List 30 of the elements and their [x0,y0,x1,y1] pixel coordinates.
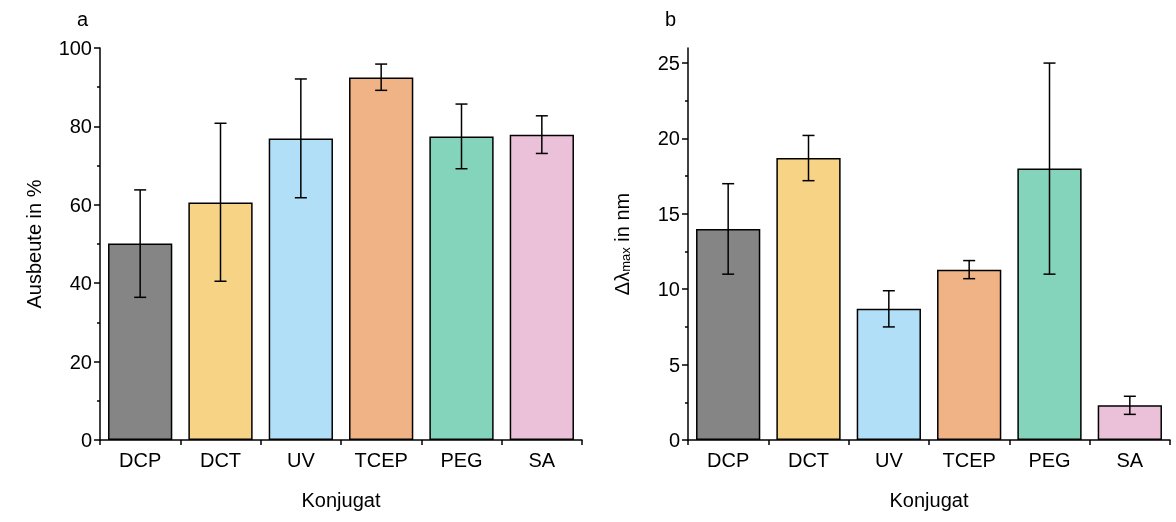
y-tick-label: 10 [657,278,680,301]
y-tick-label: 60 [69,193,92,216]
y-tick-label: 0 [668,429,680,451]
x-tick-label: DCP [707,449,750,471]
x-tick-label: TCEP [942,449,996,471]
y-axis-title: Δλmax in nm [611,192,633,296]
y-tick-label: 20 [69,350,92,373]
x-tick-label: TCEP [354,449,408,471]
x-tick-label: UV [874,449,904,471]
chart-title: b [665,8,677,30]
x-tick-label: SA [1116,449,1144,471]
y-tick-label: 100 [58,37,92,59]
chart-title: a [77,8,89,30]
x-tick-label: DCT [787,449,830,471]
y-tick-label: 5 [668,353,680,376]
x-axis-title: Konjugat [301,489,381,511]
y-tick-label: 15 [657,202,680,225]
y-tick-label: 0 [80,429,92,451]
x-axis-title: Konjugat [889,489,969,511]
x-tick-label: PEG [440,449,483,471]
y-tick-label: 25 [657,52,680,75]
y-axis-title: Ausbeute in % [23,179,45,309]
y-tick-label: 20 [657,127,680,150]
x-tick-label: PEG [1028,449,1071,471]
x-tick-label: SA [528,449,556,471]
x-tick-label: DCP [119,449,162,471]
x-tick-label: DCT [199,449,242,471]
y-tick-label: 80 [69,115,92,138]
y-tick-label: 40 [69,272,92,295]
x-tick-label: UV [286,449,316,471]
